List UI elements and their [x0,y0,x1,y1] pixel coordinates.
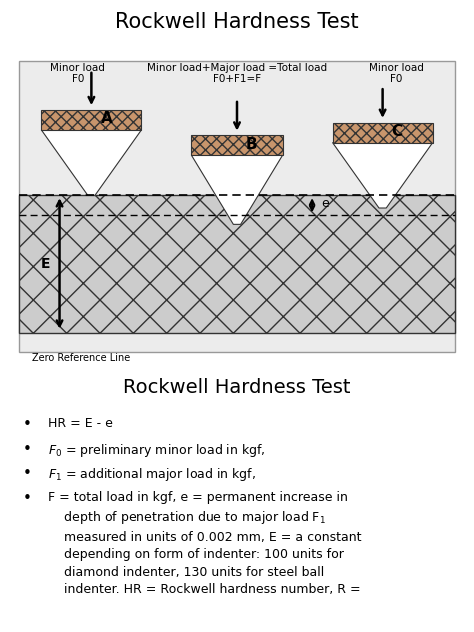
Text: Zero Reference Line: Zero Reference Line [32,353,130,363]
Text: Rockwell Hardness Test: Rockwell Hardness Test [115,12,359,32]
Text: Minor load
F0: Minor load F0 [50,63,105,84]
Text: •: • [23,466,32,481]
Bar [333,123,433,143]
Polygon shape [191,155,283,224]
Text: A: A [100,111,112,126]
Text: e: e [321,197,329,210]
Text: $F_0$ = preliminary minor load in kgf,: $F_0$ = preliminary minor load in kgf, [48,442,266,459]
Text: •: • [23,417,32,432]
Bar [18,61,456,351]
Text: HR = E - e: HR = E - e [48,417,113,430]
Text: Minor load
F0: Minor load F0 [369,63,424,84]
Text: E: E [41,257,51,271]
Polygon shape [41,130,141,195]
Text: B: B [246,137,258,152]
Text: Minor load+Major load =Total load
F0+F1=F: Minor load+Major load =Total load F0+F1=… [147,63,327,84]
Bar [18,195,456,334]
Text: Rockwell Hardness Test: Rockwell Hardness Test [123,378,351,397]
Text: •: • [23,491,32,506]
Text: $F_1$ = additional major load in kgf,: $F_1$ = additional major load in kgf, [48,466,256,483]
Polygon shape [333,143,433,208]
Bar [191,135,283,155]
Bar [41,110,141,130]
Text: C: C [392,125,403,139]
Text: F = total load in kgf, e = permanent increase in
    depth of penetration due to: F = total load in kgf, e = permanent inc… [48,491,362,596]
Text: •: • [23,442,32,456]
